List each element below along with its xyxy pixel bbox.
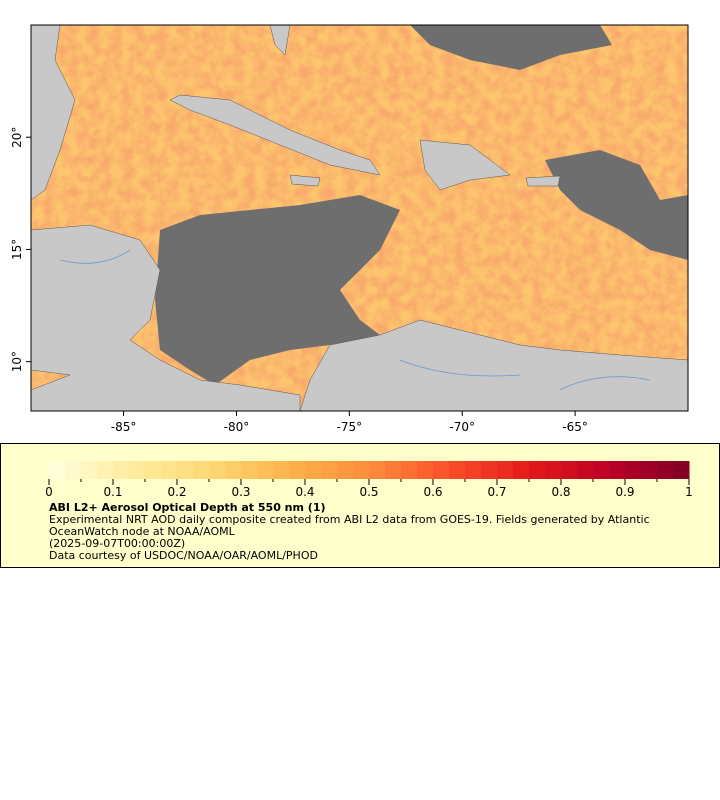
- colorbar-segment: [641, 461, 658, 479]
- map-image: [31, 25, 688, 411]
- colorbar-tick-label: 0.3: [231, 485, 250, 499]
- colorbar-tick-label: 0.4: [295, 485, 314, 499]
- x-tick-label: -75°: [337, 420, 363, 434]
- x-tick-label: -70°: [449, 420, 475, 434]
- legend-credit: Data courtesy of USDOC/NOAA/OAR/AOML/PHO…: [49, 549, 318, 562]
- colorbar-segment: [673, 461, 690, 479]
- colorbar-segment: [417, 461, 434, 479]
- legend: 0 0.1 0.2 0.3 0.4 0.5 0.6 0.7 0.8 0.9 1 ABI L2+ Ae…: [0, 443, 720, 568]
- colorbar-segment: [529, 461, 546, 479]
- colorbar-segment: [449, 461, 466, 479]
- colorbar-tick-label: 0: [45, 485, 53, 499]
- colorbar-segment: [353, 461, 370, 479]
- colorbar-segment: [225, 461, 242, 479]
- x-tick-label: -65°: [562, 420, 588, 434]
- colorbar-tick-label: 0.1: [103, 485, 122, 499]
- colorbar-segment: [81, 461, 98, 479]
- colorbar-segment: [209, 461, 226, 479]
- colorbar-segment: [369, 461, 386, 479]
- colorbar-segment: [545, 461, 562, 479]
- legend-description: Experimental NRT AOD daily composite cre…: [49, 513, 650, 538]
- y-tick-label: 20°: [10, 127, 24, 148]
- colorbar-segment: [257, 461, 274, 479]
- colorbar-tick-label: 0.6: [423, 485, 442, 499]
- colorbar-segment: [657, 461, 674, 479]
- legend-title: ABI L2+ Aerosol Optical Depth at 550 nm …: [49, 501, 326, 514]
- colorbar-segment: [497, 461, 514, 479]
- legend-time: (2025-09-07T00:00:00Z): [49, 537, 186, 550]
- colorbar-segment: [113, 461, 130, 479]
- colorbar-tick-label: 1: [685, 485, 693, 499]
- colorbar-segment: [161, 461, 178, 479]
- colorbar-tick-label: 0.9: [615, 485, 634, 499]
- colorbar-segment: [465, 461, 482, 479]
- legend-text: ABI L2+ Aerosol Optical Depth at 550 nm …: [49, 502, 689, 562]
- colorbar-segment: [65, 461, 82, 479]
- axes: -85° -80° -75° -70° -65° 10° 15° 20°: [10, 127, 588, 434]
- colorbar-segment: [273, 461, 290, 479]
- colorbar-segment: [145, 461, 162, 479]
- colorbar-tick-label: 0.7: [487, 485, 506, 499]
- colorbar-segment: [49, 461, 66, 479]
- colorbar-segment: [241, 461, 258, 479]
- colorbar-segment: [337, 461, 354, 479]
- colorbar-segment: [129, 461, 146, 479]
- colorbar-segment: [177, 461, 194, 479]
- colorbar-segment: [321, 461, 338, 479]
- x-tick-label: -85°: [111, 420, 137, 434]
- colorbar-segment: [305, 461, 322, 479]
- colorbar-segment: [609, 461, 626, 479]
- x-tick-label: -80°: [224, 420, 250, 434]
- colorbar-segment: [513, 461, 530, 479]
- colorbar: 0 0.1 0.2 0.3 0.4 0.5 0.6 0.7 0.8 0.9 1: [45, 461, 693, 499]
- y-tick-label: 15°: [10, 239, 24, 260]
- colorbar-segment: [625, 461, 642, 479]
- colorbar-segment: [433, 461, 450, 479]
- colorbar-segment: [577, 461, 594, 479]
- colorbar-segment: [385, 461, 402, 479]
- colorbar-tick-label: 0.2: [167, 485, 186, 499]
- colorbar-segment: [289, 461, 306, 479]
- colorbar-segment: [401, 461, 418, 479]
- colorbar-tick-label: 0.5: [359, 485, 378, 499]
- colorbar-tick-label: 0.8: [551, 485, 570, 499]
- map: -85° -80° -75° -70° -65° 10° 15° 20°: [10, 24, 689, 434]
- colorbar-segment: [593, 461, 610, 479]
- y-tick-label: 10°: [10, 351, 24, 372]
- colorbar-segment: [97, 461, 114, 479]
- colorbar-segment: [193, 461, 210, 479]
- colorbar-segment: [481, 461, 498, 479]
- colorbar-segment: [561, 461, 578, 479]
